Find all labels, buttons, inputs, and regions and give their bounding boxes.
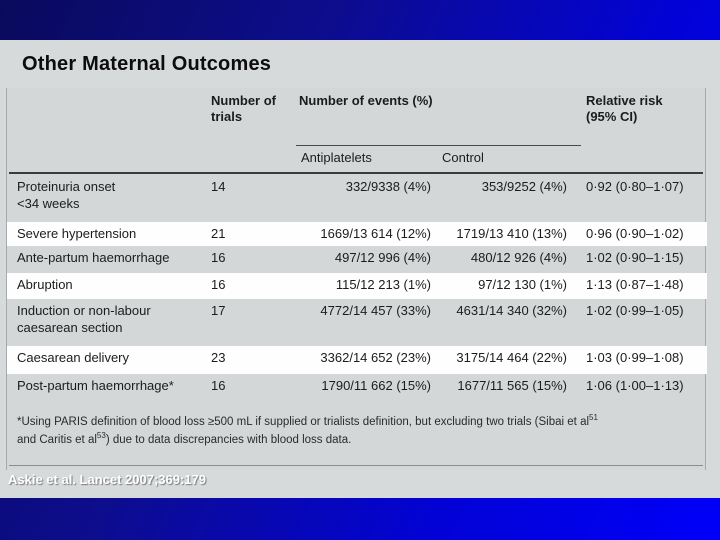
antiplatelets-value: 1790/11 662 (15%)	[321, 378, 431, 393]
column-header-relative-risk: Relative risk (95% CI)	[586, 93, 663, 125]
table-row: Caesarean delivery 23 3362/14 652 (23%) …	[7, 346, 707, 374]
outcome-label: Proteinuria onset <34 weeks	[17, 179, 116, 211]
antiplatelets-value: 4772/14 457 (33%)	[320, 303, 431, 318]
page-title: Other Maternal Outcomes	[22, 53, 272, 75]
control-value: 1677/11 565 (15%)	[457, 378, 567, 393]
relative-risk-value: 0·96 (0·90–1·02)	[586, 226, 684, 241]
footnote-text-3: ) due to data discrepancies with blood l…	[105, 434, 352, 447]
trials-value: 21	[211, 226, 226, 241]
outcome-label: Post-partum haemorrhage*	[17, 378, 174, 393]
column-subheader-control: Control	[442, 150, 484, 165]
control-value: 3175/14 464 (22%)	[456, 350, 567, 365]
events-header-underline	[296, 145, 581, 146]
trials-value: 16	[211, 250, 226, 265]
antiplatelets-value: 3362/14 652 (23%)	[320, 350, 431, 365]
control-value: 97/12 130 (1%)	[478, 277, 567, 292]
column-header-number-of-trials: Number of trials	[211, 93, 276, 125]
antiplatelets-value: 497/12 996 (4%)	[334, 250, 431, 265]
table-row: Post-partum haemorrhage* 16 1790/11 662 …	[7, 374, 707, 404]
table-row: Proteinuria onset <34 weeks 14 332/9338 …	[7, 175, 707, 222]
relative-risk-value: 0·92 (0·80–1·07)	[586, 179, 684, 194]
trials-value: 16	[211, 378, 226, 393]
footnote-text-2: and Caritis et al	[17, 434, 97, 447]
relative-risk-value: 1·02 (0·90–1·15)	[586, 250, 684, 265]
control-value: 4631/14 340 (32%)	[456, 303, 567, 318]
relative-risk-value: 1·02 (0·99–1·05)	[586, 303, 684, 318]
antiplatelets-value: 332/9338 (4%)	[345, 179, 431, 194]
trials-value: 23	[211, 350, 226, 365]
table-body: Proteinuria onset <34 weeks 14 332/9338 …	[7, 175, 707, 404]
relative-risk-value: 1·03 (0·99–1·08)	[586, 350, 684, 365]
column-subheader-antiplatelets: Antiplatelets	[301, 150, 372, 165]
column-header-number-of-events: Number of events (%)	[299, 93, 433, 108]
trials-value: 17	[211, 303, 226, 318]
outcome-label: Ante-partum haemorrhage	[17, 250, 170, 265]
outcome-label: Induction or non-labour caesarean sectio…	[17, 303, 151, 335]
antiplatelets-value: 1669/13 614 (12%)	[320, 226, 431, 241]
table-row: Induction or non-labour caesarean sectio…	[7, 299, 707, 346]
outcomes-table: Number of trials Number of events (%) Re…	[6, 88, 707, 470]
table-row: Ante-partum haemorrhage 16 497/12 996 (4…	[7, 246, 707, 273]
footnote-reference-sup-1: 51	[589, 413, 598, 423]
relative-risk-value: 1·13 (0·87–1·48)	[586, 277, 684, 292]
table-bottom-rule	[9, 465, 703, 466]
source-citation: Askie et al. Lancet 2007;369:179	[8, 472, 207, 487]
control-value: 1719/13 410 (13%)	[456, 226, 567, 241]
control-value: 353/9252 (4%)	[481, 179, 567, 194]
table-top-rule	[9, 172, 703, 174]
slide-content-card: Other Maternal Outcomes Number of trials…	[0, 40, 720, 498]
table-row: Abruption 16 115/12 213 (1%) 97/12 130 (…	[7, 273, 707, 299]
control-value: 480/12 926 (4%)	[470, 250, 567, 265]
table-row: Severe hypertension 21 1669/13 614 (12%)…	[7, 222, 707, 246]
footnote-reference-sup-2: 53	[96, 431, 106, 441]
trials-value: 16	[211, 277, 226, 292]
footnote-text-1: *Using PARIS definition of blood loss ≥5…	[17, 416, 590, 428]
antiplatelets-value: 115/12 213 (1%)	[335, 277, 431, 292]
relative-risk-value: 1·06 (1·00–1·13)	[586, 378, 684, 393]
outcome-label: Severe hypertension	[17, 226, 137, 241]
outcome-label: Caesarean delivery	[17, 350, 130, 365]
outcome-label: Abruption	[17, 277, 73, 292]
trials-value: 14	[211, 179, 226, 194]
table-footnote: *Using PARIS definition of blood loss ≥5…	[17, 413, 703, 450]
